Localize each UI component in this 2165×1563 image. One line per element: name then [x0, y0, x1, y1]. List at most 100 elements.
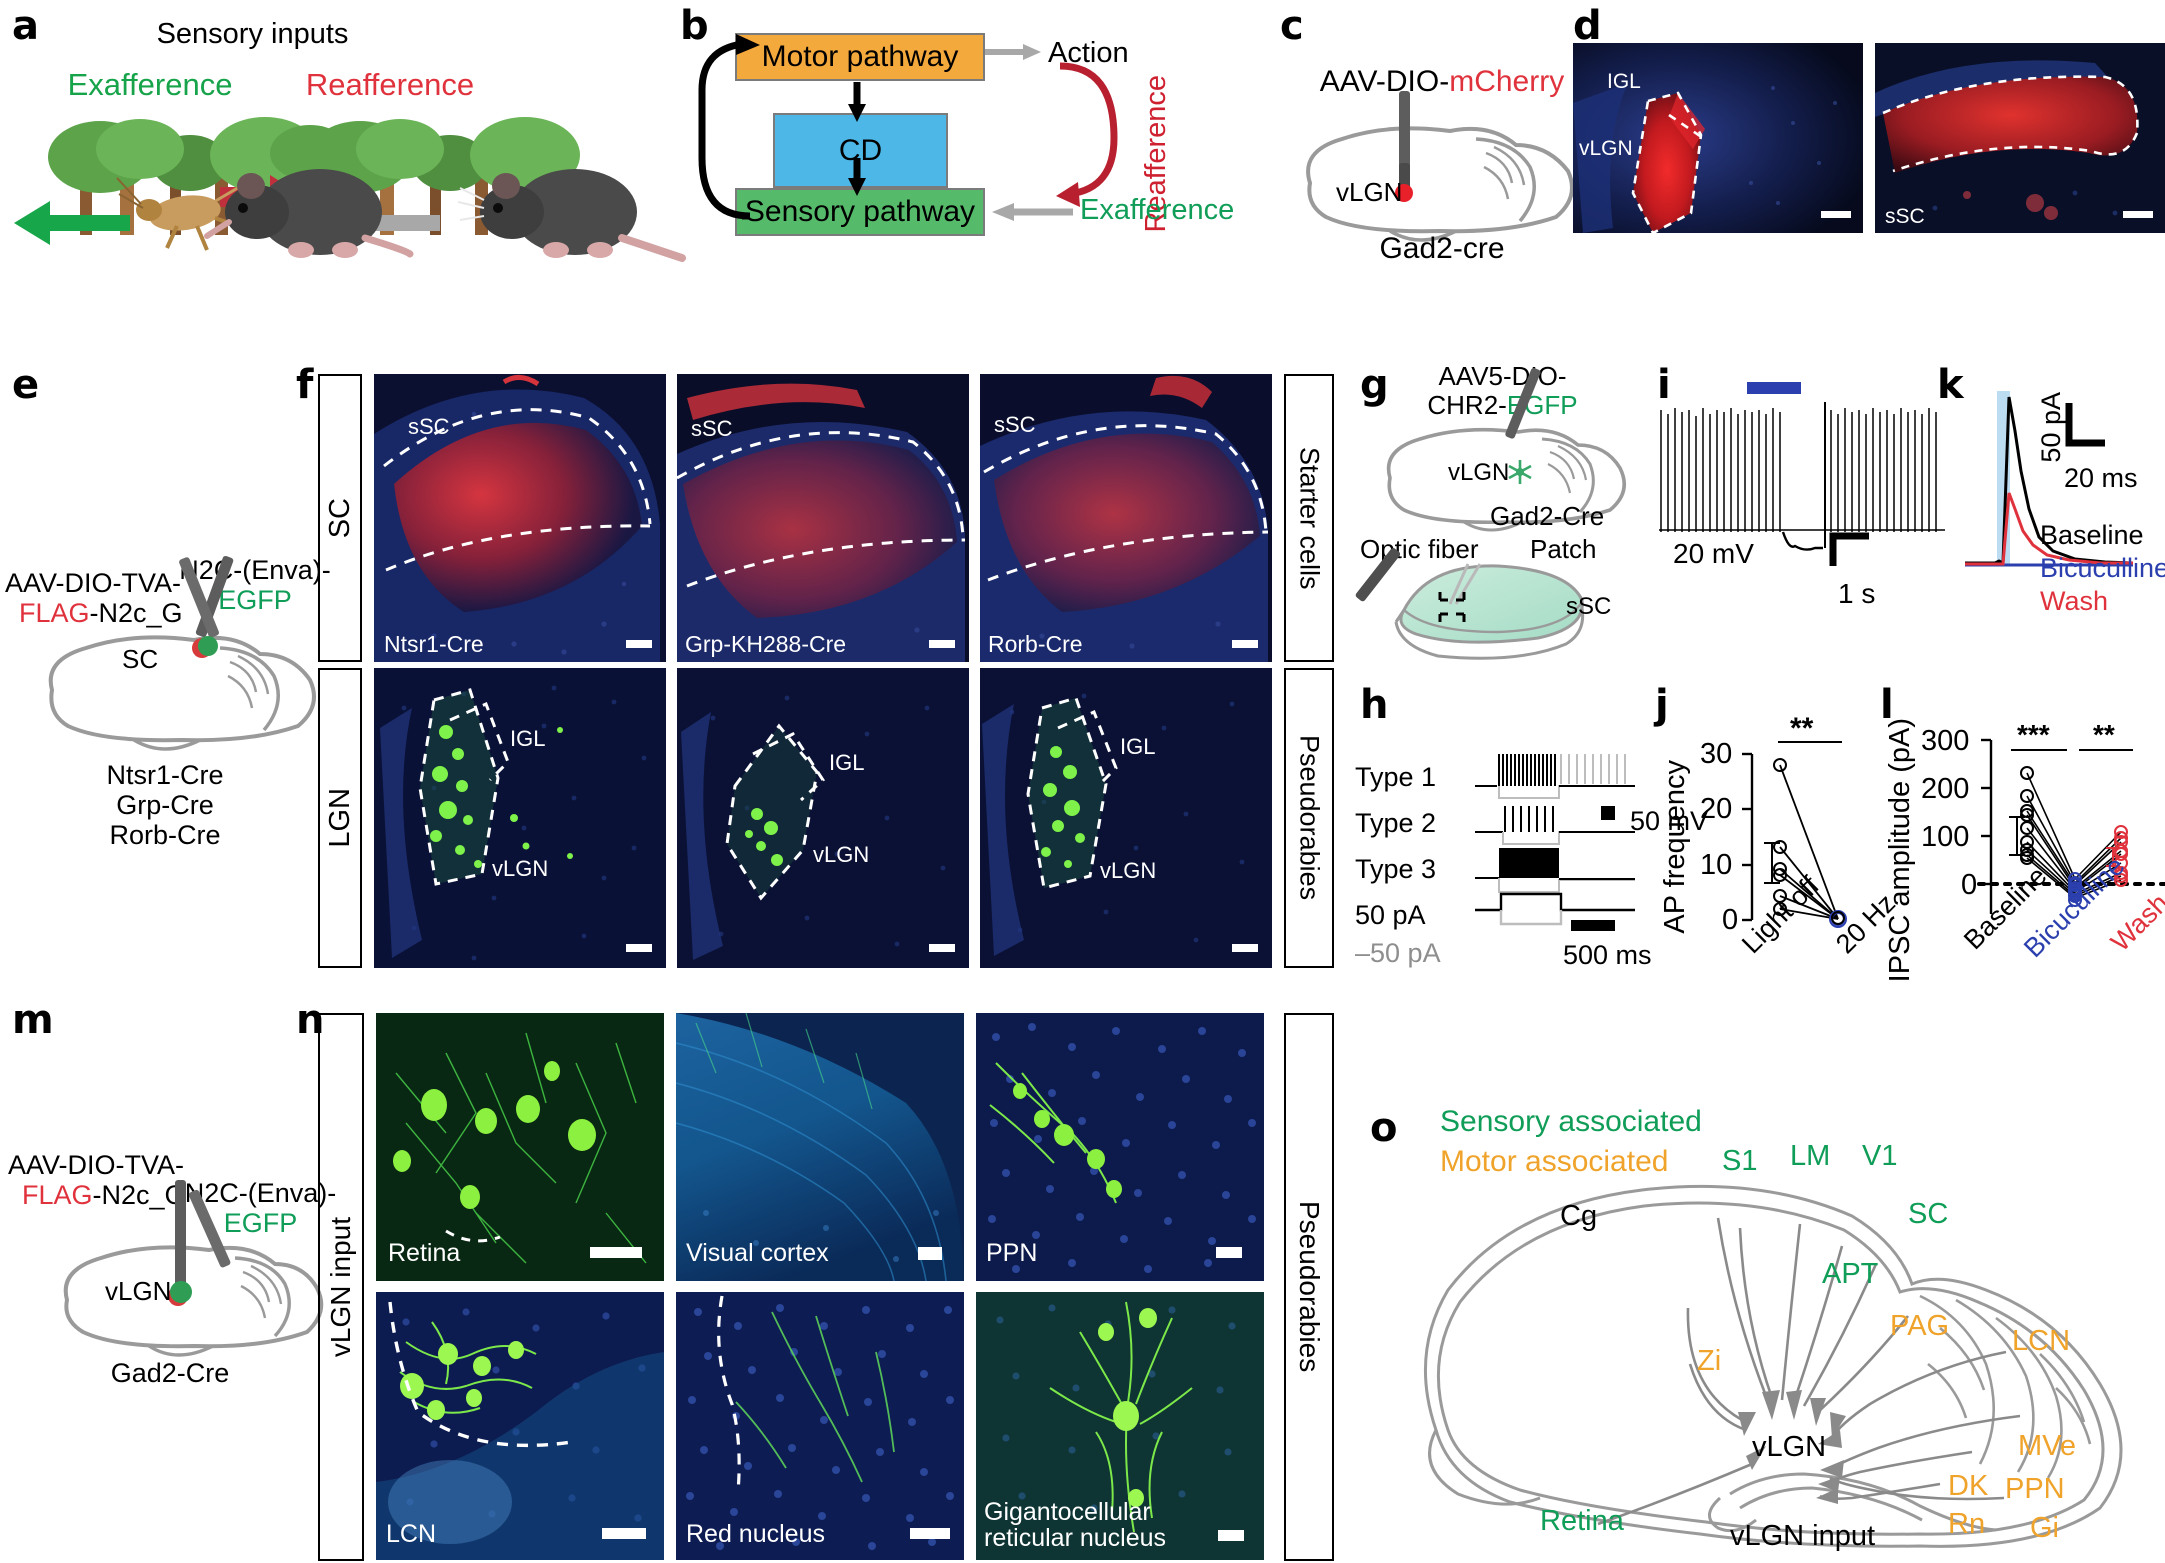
panel-h-current-neg: –50 pA — [1355, 938, 1441, 968]
panel-g-patch-label: Patch — [1530, 534, 1597, 564]
panel-n-image-retina: Retina — [376, 1013, 664, 1281]
panel-e-flag: FLAG — [19, 598, 90, 629]
panel-e-mouselines: Ntsr1-Cre Grp-Cre Rorb-Cre — [30, 760, 300, 851]
svg-text:0: 0 — [1961, 869, 1977, 901]
panel-e-line2rest: -N2c_G — [89, 598, 183, 629]
panel-m-brain-schematic: vLGN — [63, 1180, 324, 1357]
panel-d-letter: d — [1573, 3, 1602, 49]
panel-k-traces — [1965, 391, 2134, 567]
panel-m-mouseline: Gad2-Cre — [110, 1358, 230, 1388]
panel-g-slice-schematic: sSC — [1355, 548, 1611, 660]
panel-o-label-cg: Cg — [1560, 1200, 1598, 1232]
panel-o-label-dk: DK — [1948, 1470, 1989, 1502]
svg-text:SC: SC — [122, 644, 158, 674]
panel-o-label-s1: S1 — [1722, 1145, 1758, 1177]
panel-o-legend-sensory: Sensory associated — [1440, 1105, 1702, 1138]
svg-text:sSC: sSC — [1885, 205, 1925, 228]
panel-m-line3: N2C-(Enva)- — [184, 1178, 337, 1208]
panel-m-flag: FLAG — [22, 1180, 93, 1211]
panel-j-letter: j — [1655, 682, 1669, 728]
panel-f-sc-image-1: sSC Ntsr1-Cre — [374, 374, 666, 662]
panel-i-scale-v: 20 mV — [1673, 538, 1754, 569]
panel-n-image-red-nucleus: Red nucleus — [676, 1292, 964, 1560]
svg-text:sSC: sSC — [408, 414, 450, 439]
panel-a-title: Sensory inputs — [156, 18, 349, 50]
panel-h-current-pos: 50 pA — [1355, 900, 1426, 930]
svg-text:LCN: LCN — [386, 1520, 436, 1548]
svg-text:100: 100 — [1921, 821, 1969, 853]
panel-d-image-1: IGL vLGN — [1573, 43, 1863, 233]
panel-g-virus-line2: CHR2- — [1427, 390, 1507, 421]
panel-a-cricket — [116, 177, 244, 251]
svg-text:vLGN: vLGN — [1752, 1431, 1826, 1463]
panel-k-wash-trace — [1965, 492, 2133, 566]
panel-l-letter: l — [1880, 682, 1894, 728]
svg-text:sSC: sSC — [1566, 593, 1611, 620]
panel-k-baseline-trace — [1965, 396, 2134, 566]
panel-j-ylabel: AP frequency — [1659, 760, 1691, 934]
svg-text:reticular nucleus: reticular nucleus — [984, 1524, 1166, 1552]
panel-o-label-mve: MVe — [2018, 1430, 2077, 1462]
starter-cells-label: Starter cells — [1294, 446, 1325, 590]
panel-b-arrows — [698, 34, 866, 220]
panel-j-chart: 30 20 10 0 ** — [1700, 712, 1847, 936]
panel-g-mouseline: Gad2-Cre — [1490, 501, 1605, 531]
panel-f-sc-image-3: sSC Rorb-Cre — [980, 374, 1272, 662]
panel-c-virus-gene: mCherry — [1449, 65, 1565, 98]
panel-k-legend-bicuculline: Bicuculline — [2040, 553, 2165, 583]
panel-i-scale-t: 1 s — [1838, 578, 1876, 609]
panel-o-legend-motor: Motor associated — [1440, 1145, 1669, 1178]
svg-text:vLGN: vLGN — [1579, 137, 1633, 160]
panel-k-scale-i: 50 pA — [2036, 392, 2066, 463]
panel-g-virus-line1: AAV5-DIO- — [1438, 361, 1567, 391]
panel-e-mouseline-3: Rorb-Cre — [109, 820, 221, 851]
panel-h-traces — [1475, 754, 1635, 931]
svg-text:0: 0 — [1722, 904, 1738, 936]
panel-m-letter: m — [12, 997, 54, 1043]
sensory-pathway-box: Sensory pathway — [735, 188, 985, 236]
panel-n-pseudorabies-box: Pseudorabies — [1284, 1013, 1334, 1561]
panel-c-letter: c — [1280, 3, 1304, 49]
svg-text:vLGN: vLGN — [813, 842, 869, 867]
panel-n-image-ppn: PPN — [976, 1013, 1264, 1281]
panel-n-image-visual-cortex: Visual cortex — [676, 1013, 964, 1281]
vlgn-input-label: vLGN input — [325, 1216, 356, 1358]
light-stim-bar — [1747, 382, 1801, 394]
panel-f-lgn-image-3: IGL vLGN — [980, 668, 1272, 968]
svg-text:PPN: PPN — [986, 1239, 1037, 1267]
svg-text:20: 20 — [1700, 793, 1732, 825]
panel-o-label-v1: V1 — [1862, 1140, 1898, 1172]
panel-o-label-pag: PAG — [1890, 1310, 1950, 1342]
svg-text:vLGN: vLGN — [1100, 858, 1156, 883]
panel-o-label-retina: Retina — [1540, 1505, 1624, 1537]
panel-m-line2rest: -N2c_G — [92, 1180, 186, 1211]
panel-o-caption: vLGN input — [1730, 1520, 1876, 1552]
panel-d-image-2: sSC — [1875, 43, 2165, 233]
panel-f-starter-cells-box: Starter cells — [1284, 374, 1334, 662]
panel-c-virus-label: AAV-DIO-mCherry — [1272, 65, 1612, 99]
svg-text:Visual cortex: Visual cortex — [686, 1239, 829, 1267]
panel-b-letter: b — [680, 3, 709, 49]
svg-text:sSC: sSC — [994, 412, 1036, 437]
panel-o-label-gi: Gi — [2030, 1512, 2059, 1544]
svg-text:Grp-KH288-Cre: Grp-KH288-Cre — [685, 631, 846, 657]
svg-text:Ntsr1-Cre: Ntsr1-Cre — [384, 631, 484, 657]
panel-h-type3-label: Type 3 — [1355, 854, 1437, 884]
svg-text:vLGN: vLGN — [492, 856, 548, 881]
panel-f-sc-text: SC — [323, 497, 356, 539]
panel-e-virus-2: N2C-(Enva)- EGFP — [160, 555, 350, 615]
panel-a-mouse-left — [204, 169, 414, 258]
sensory-pathway-label: Sensory pathway — [744, 195, 976, 228]
panel-i-letter: i — [1657, 362, 1671, 408]
pseudorabies-label-f: Pseudorabies — [1294, 735, 1325, 901]
panel-f-lgn-text: LGN — [323, 788, 356, 848]
pseudorabies-label-n: Pseudorabies — [1294, 1201, 1325, 1373]
svg-text:30: 30 — [1700, 738, 1732, 770]
panel-a-letter: a — [12, 3, 39, 49]
svg-text:300: 300 — [1921, 725, 1969, 757]
reafference-arrow — [1056, 62, 1118, 207]
panel-i-trace — [1659, 382, 1945, 566]
panel-k-legend-baseline: Baseline — [2040, 520, 2144, 550]
panel-f-pseudorabies-box: Pseudorabies — [1284, 668, 1334, 968]
panel-h-letter: h — [1360, 682, 1389, 728]
